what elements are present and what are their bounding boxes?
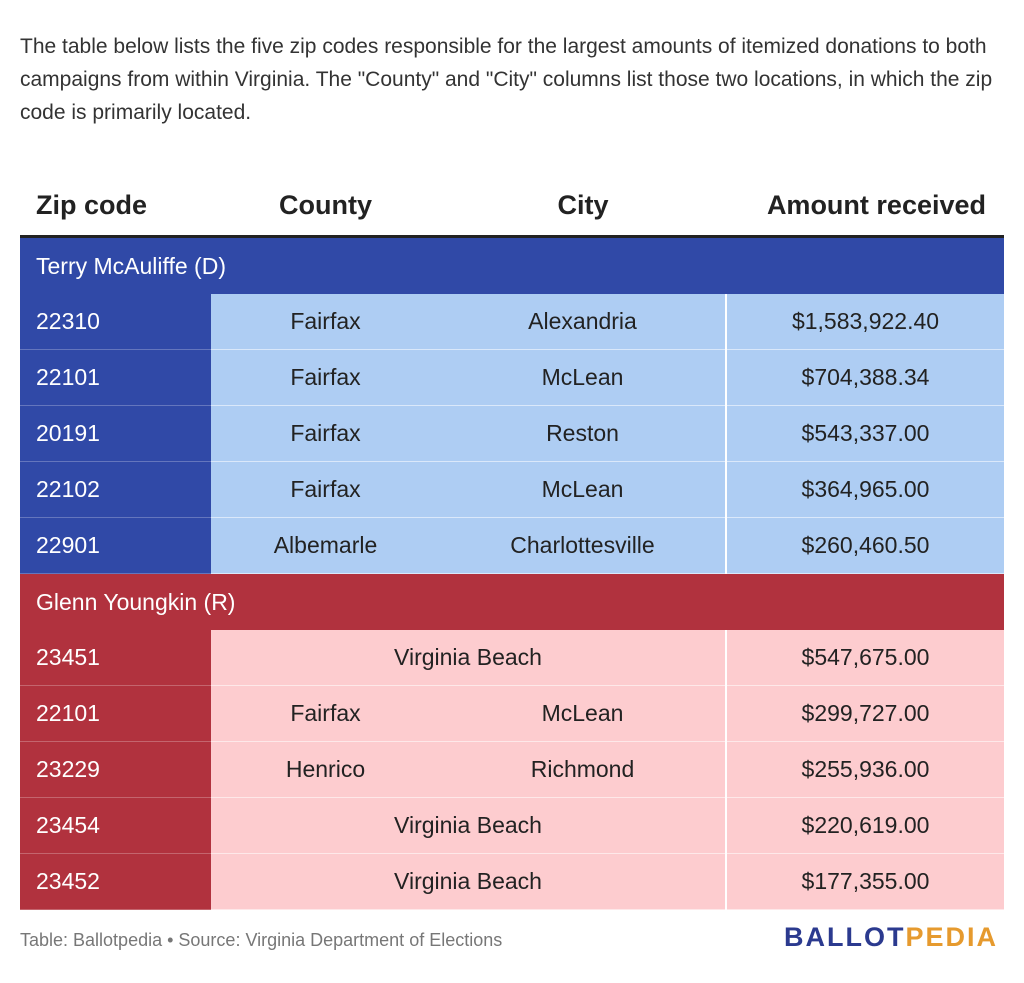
- county-city-cell: Virginia Beach: [211, 853, 726, 910]
- county-cell: Fairfax: [211, 349, 440, 406]
- table-row: 22101 Fairfax McLean $299,727.00: [20, 685, 1004, 742]
- amount-cell: $704,388.34: [725, 349, 1004, 406]
- column-header-city: City: [557, 189, 609, 220]
- city-cell: Reston: [440, 405, 726, 462]
- city-cell: Charlottesville: [440, 517, 726, 574]
- source-note: Table: Ballotpedia • Source: Virginia De…: [20, 930, 503, 950]
- amount-cell: $364,965.00: [725, 461, 1004, 518]
- table-row: 23229 Henrico Richmond $255,936.00: [20, 741, 1004, 798]
- zip-cell: 23451: [20, 630, 211, 686]
- group-name: Terry McAuliffe (D): [20, 236, 1004, 294]
- header-row: Zip code County City Amount received: [20, 175, 1004, 237]
- amount-cell: $543,337.00: [725, 405, 1004, 462]
- table-row: 23451 Virginia Beach $547,675.00: [20, 630, 1004, 686]
- county-cell: Henrico: [211, 741, 440, 798]
- zip-cell: 20191: [20, 405, 211, 462]
- column-header-amount: Amount received: [766, 189, 986, 220]
- county-cell: Fairfax: [211, 294, 440, 350]
- zip-cell: 23452: [20, 853, 211, 910]
- zip-cell: 22101: [20, 685, 211, 742]
- zip-cell: 22101: [20, 349, 211, 406]
- logo-pedia: PEDIA: [905, 922, 998, 952]
- group-header-row: Glenn Youngkin (R): [20, 573, 1004, 630]
- amount-cell: $547,675.00: [725, 630, 1004, 686]
- amount-cell: $177,355.00: [725, 853, 1004, 910]
- table-row: 22102 Fairfax McLean $364,965.00: [20, 461, 1004, 518]
- table-row: 22101 Fairfax McLean $704,388.34: [20, 349, 1004, 406]
- zip-cell: 23454: [20, 797, 211, 854]
- table-row: 22310 Fairfax Alexandria $1,583,922.40: [20, 294, 1004, 350]
- amount-cell: $1,583,922.40: [725, 294, 1004, 350]
- zip-cell: 23229: [20, 741, 211, 798]
- amount-cell: $220,619.00: [725, 797, 1004, 854]
- county-cell: Fairfax: [211, 685, 440, 742]
- county-cell: Albemarle: [211, 517, 440, 574]
- zip-cell: 22102: [20, 461, 211, 518]
- city-cell: McLean: [440, 461, 726, 518]
- ballotpedia-logo: BALLOTPEDIA: [784, 922, 998, 953]
- group-header-row: Terry McAuliffe (D): [20, 236, 1004, 294]
- city-cell: McLean: [440, 685, 726, 742]
- column-header-zip: Zip code: [36, 189, 148, 220]
- city-cell: McLean: [440, 349, 726, 406]
- table-row: 22901 Albemarle Charlottesville $260,460.50: [20, 517, 1004, 574]
- donations-table: Zip code County City Amount received Ter…: [20, 175, 1004, 910]
- county-city-cell: Virginia Beach: [211, 797, 726, 854]
- city-cell: Richmond: [440, 741, 726, 798]
- amount-cell: $260,460.50: [725, 517, 1004, 574]
- amount-cell: $255,936.00: [725, 741, 1004, 798]
- group-name: Glenn Youngkin (R): [20, 573, 1004, 630]
- table-row: 20191 Fairfax Reston $543,337.00: [20, 405, 1004, 462]
- amount-cell: $299,727.00: [725, 685, 1004, 742]
- zip-cell: 22310: [20, 294, 211, 350]
- table-row: 23452 Virginia Beach $177,355.00: [20, 853, 1004, 910]
- city-cell: Alexandria: [440, 294, 726, 350]
- column-header-county: County: [279, 189, 372, 220]
- logo-ballot: BALLOT: [783, 922, 906, 952]
- county-cell: Fairfax: [211, 461, 440, 518]
- intro-paragraph: The table below lists the five zip codes…: [20, 35, 993, 124]
- county-cell: Fairfax: [211, 405, 440, 462]
- table-row: 23454 Virginia Beach $220,619.00: [20, 797, 1004, 854]
- county-city-cell: Virginia Beach: [211, 630, 726, 686]
- table-body: Terry McAuliffe (D) 22310 Fairfax Alexandri…: [20, 236, 1004, 910]
- zip-cell: 22901: [20, 517, 211, 574]
